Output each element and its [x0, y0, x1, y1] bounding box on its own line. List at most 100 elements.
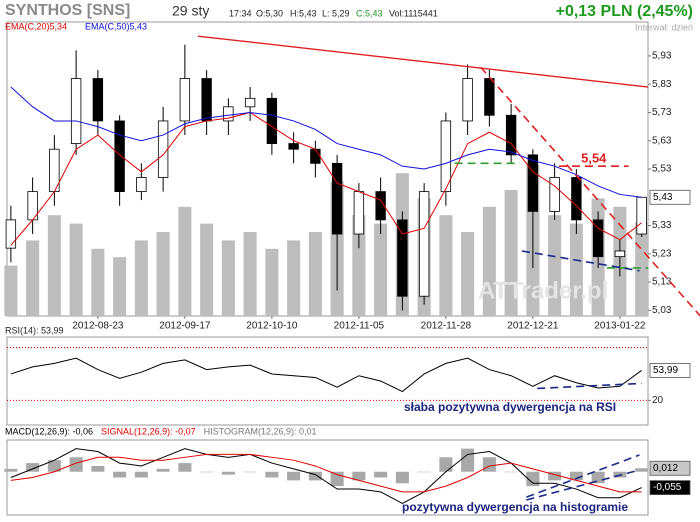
candle-body: [614, 250, 626, 258]
interval: Interwał: dzień: [635, 22, 693, 32]
histogram-bar: [113, 471, 127, 478]
legend-entry: MACD(12,26,9): -0,06: [5, 426, 93, 436]
y-tick-label: 5,73: [652, 107, 672, 118]
candle-body: [223, 106, 234, 122]
candle-body: [592, 219, 604, 258]
histogram-bar: [221, 471, 235, 475]
indicator-line: [10, 448, 642, 505]
candle-body: [288, 143, 299, 150]
high: H:5,43: [290, 8, 317, 18]
last-value-box: [649, 189, 691, 205]
histogram-bar: [352, 471, 366, 481]
ema-line: [10, 86, 642, 198]
y-tick-label: 5,93: [652, 51, 672, 62]
histogram-bar: [134, 471, 148, 478]
legend-entry: HISTOGRAM(12,26,9): 0,01: [204, 426, 317, 436]
x-tick-label: 2012-08-23: [72, 321, 124, 332]
close: C:5,43: [356, 8, 383, 18]
trend-label: 5,54: [581, 151, 607, 166]
histogram-bar: [287, 471, 301, 481]
candle-body: [157, 120, 169, 178]
volume-bar: [156, 232, 170, 316]
last-value-label: 5,43: [653, 192, 673, 203]
last-value-label: -0,055: [653, 482, 682, 493]
volume-bar: [26, 240, 40, 316]
candle-body: [244, 97, 256, 108]
histogram-bar: [569, 471, 583, 481]
y-tick-label: 5,83: [652, 79, 672, 90]
histogram-bar: [591, 471, 605, 484]
trend-line: [480, 66, 700, 317]
y-tick-label: 5,33: [652, 220, 672, 231]
candle-body: [353, 191, 365, 235]
volume-bar: [504, 190, 518, 316]
volume-bar: [200, 223, 214, 316]
y-tick-label: 5,03: [652, 305, 672, 316]
histogram-bar: [395, 471, 409, 484]
x-tick-label: 2012-10-10: [246, 321, 298, 332]
volume-bar: [287, 240, 301, 316]
volume-bar: [69, 223, 83, 316]
histogram-bar: [330, 471, 344, 487]
volume-bar: [461, 232, 475, 316]
histogram-bar: [548, 471, 562, 481]
y-tick-label: 5,63: [652, 135, 672, 146]
volume-bar: [352, 215, 366, 316]
histogram-bar: [69, 457, 83, 472]
histogram-bar: [526, 471, 540, 487]
x-tick-label: 2012-11-05: [334, 321, 385, 332]
volume-bar: [91, 248, 105, 316]
volume-bar: [134, 240, 148, 316]
candle-body: [201, 78, 212, 122]
histogram-bar: [635, 468, 649, 472]
x-tick-label: 2012-12-21: [507, 321, 559, 332]
volume-bar: [482, 206, 496, 316]
y-tick-label: 5,23: [652, 248, 672, 259]
histogram-bar: [504, 471, 518, 473]
histogram-bar: [200, 471, 214, 473]
histogram-bar: [374, 471, 388, 478]
date: 29 sty: [172, 3, 209, 19]
ema-line: [10, 111, 642, 246]
candle-body: [505, 114, 517, 156]
candle-body: [5, 219, 17, 249]
legend-entry: SIGNAL(12,26,9): -0,07: [101, 426, 196, 436]
volume-bar: [265, 248, 279, 316]
histogram-bar: [156, 468, 170, 472]
y-tick-label: 5,13: [652, 277, 672, 288]
candle-body: [636, 196, 647, 235]
histogram-bar: [439, 457, 453, 472]
indicator-line: [10, 357, 642, 393]
last-value-box: [649, 460, 691, 476]
volume-bar: [4, 265, 18, 316]
candle-body: [331, 162, 343, 235]
histogram-bar: [178, 463, 192, 472]
candle-body: [440, 120, 452, 193]
last-value-box: [649, 480, 691, 495]
trend-line: [521, 250, 640, 272]
change: +0,13 PLN (2,45%): [556, 3, 693, 20]
volume-bar: [569, 223, 583, 316]
trend-line: [197, 35, 649, 88]
volume-bar: [374, 223, 388, 316]
time: 17:34: [229, 8, 252, 18]
volume-bar: [178, 206, 192, 316]
histogram-bar: [417, 471, 431, 473]
histogram-bar: [461, 448, 475, 472]
candle-body: [92, 78, 104, 122]
watermark: ATTrader.pl: [478, 277, 608, 304]
volume: Vol:1115441: [389, 8, 438, 18]
indicator-line: [10, 453, 642, 493]
histogram-bar: [482, 457, 496, 472]
candle-body: [375, 191, 386, 221]
candle-body: [397, 219, 408, 297]
histogram-bar: [243, 471, 257, 473]
volume-bar: [308, 232, 322, 316]
candle-body: [527, 154, 539, 212]
candle-body: [418, 191, 430, 297]
volume-bar: [47, 215, 61, 316]
x-tick-label: 2012-11-28: [421, 321, 472, 332]
volume-bar: [548, 215, 562, 316]
open: O:5,30: [256, 8, 283, 18]
